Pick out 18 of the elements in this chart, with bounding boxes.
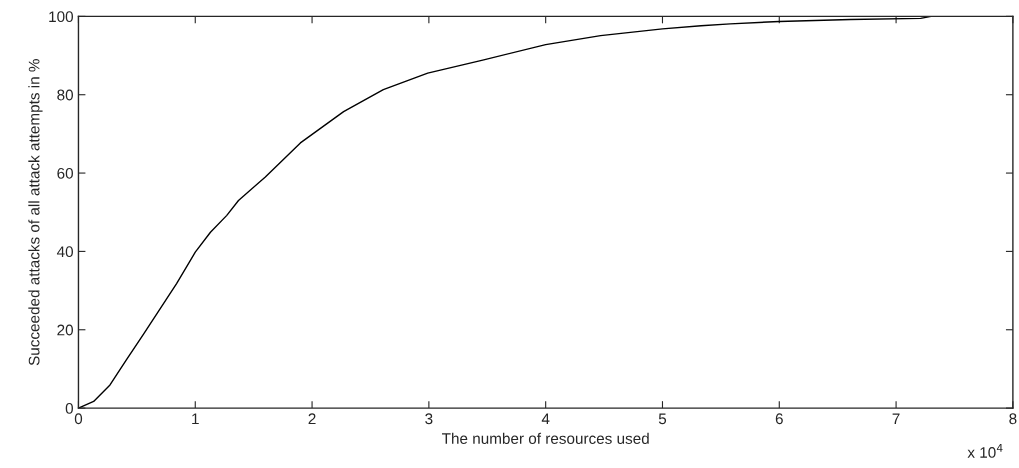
y-tick-label: 100 bbox=[49, 11, 74, 23]
x-tick-label: 1 bbox=[192, 413, 199, 425]
x-tick-label: 0 bbox=[74, 413, 83, 425]
x-tick-label: 7 bbox=[892, 413, 900, 425]
x-tick-label: 3 bbox=[425, 413, 433, 425]
y-tick-label: 80 bbox=[57, 89, 74, 101]
x-tick-label: 4 bbox=[541, 413, 550, 425]
x-axis-title: The number of resources used bbox=[442, 432, 649, 444]
y-tick-label: 60 bbox=[57, 167, 74, 179]
y-tick-label: 20 bbox=[57, 324, 74, 336]
x-tick-label: 5 bbox=[658, 413, 667, 425]
x-tick-label: 2 bbox=[308, 413, 316, 425]
y-tick-label: 0 bbox=[65, 402, 74, 414]
x-tick-label: 8 bbox=[1009, 413, 1017, 425]
y-tick-label: 40 bbox=[56, 246, 74, 258]
x-tick-label: 6 bbox=[775, 413, 783, 425]
y-axis-title: Succeeded attacks of all attack attempts in % bbox=[28, 59, 43, 366]
text: x 10$^{4}$ bbox=[967, 444, 1003, 458]
